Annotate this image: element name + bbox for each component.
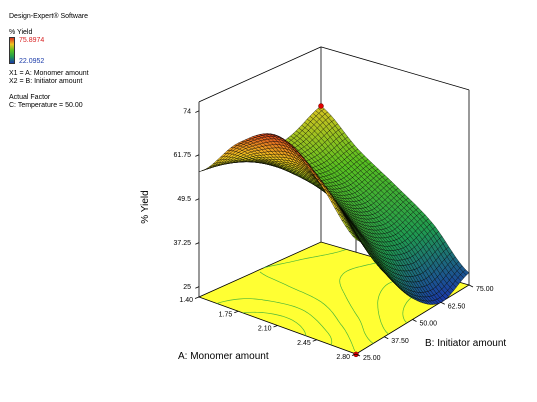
- z-tick: [195, 242, 200, 245]
- z-tick-label: 61.75: [173, 152, 191, 159]
- x-tick: [194, 296, 200, 299]
- z-tick: [195, 286, 200, 289]
- legend: 75.8974 22.0952: [9, 13, 69, 73]
- box-edge-top-back: [320, 46, 470, 91]
- legend-min-value: 22.0952: [19, 58, 45, 65]
- y-tick-label: 50.00: [420, 321, 438, 328]
- z-tick: [195, 198, 200, 201]
- contour-line: [339, 260, 385, 344]
- y-tick-label: 62.50: [448, 303, 466, 310]
- contour-line: [216, 298, 333, 346]
- x-tick-label: 2.80: [336, 354, 350, 361]
- x-tick-label: 1.75: [219, 311, 233, 318]
- y-tick-label: 37.50: [391, 338, 409, 345]
- x2-factor-label: X2 = B: Initiator amount: [9, 78, 83, 85]
- y-tick: [440, 301, 445, 305]
- y-tick: [412, 319, 417, 322]
- x1-factor-label: X1 = A: Monomer amount: [9, 70, 89, 77]
- legend-max-value: 75.8974: [19, 37, 45, 44]
- y-tick: [468, 284, 474, 288]
- x-tick-label: 1.40: [179, 297, 193, 304]
- actual-factor-value: C: Temperature = 50.00: [9, 102, 83, 109]
- x-tick: [351, 353, 357, 356]
- z-tick-label: 49.5: [177, 196, 191, 203]
- z-axis-title: % Yield: [140, 190, 151, 223]
- contour-line: [242, 311, 307, 336]
- response-label: % Yield: [9, 29, 33, 36]
- y-tick: [384, 336, 389, 340]
- x-tick: [234, 310, 239, 314]
- color-scale-bar: [9, 37, 15, 64]
- x-tick-label: 2.45: [297, 340, 311, 347]
- axes: 25 37.25 49.5 61.75 74 1.40 1.75 2.10 2.45 2.80 25…: [140, 108, 506, 362]
- x-tick-label: 2.10: [258, 326, 272, 333]
- z-tick: [195, 154, 200, 157]
- contour-line: [259, 249, 356, 351]
- response-surface: [198, 105, 470, 305]
- x-tick: [273, 325, 278, 328]
- y-tick-label: 75.00: [476, 286, 494, 293]
- x-tick: [312, 339, 317, 342]
- z-tick-label: 37.25: [173, 240, 191, 247]
- box-edge-top-left: [198, 46, 322, 103]
- actual-factor-title: Actual Factor: [9, 94, 51, 101]
- software-label: Design-Expert® Software: [9, 13, 89, 20]
- z-tick-label: 74: [183, 108, 191, 115]
- y-tick-label: 25.00: [363, 355, 381, 362]
- design-point: [318, 103, 324, 109]
- y-axis-title: B: Initiator amount: [425, 338, 506, 349]
- z-tick: [195, 110, 200, 113]
- surface-cell: [352, 235, 359, 241]
- z-tick-label: 25: [183, 284, 191, 291]
- x-axis-title: A: Monomer amount: [178, 351, 269, 362]
- y-tick: [355, 353, 361, 357]
